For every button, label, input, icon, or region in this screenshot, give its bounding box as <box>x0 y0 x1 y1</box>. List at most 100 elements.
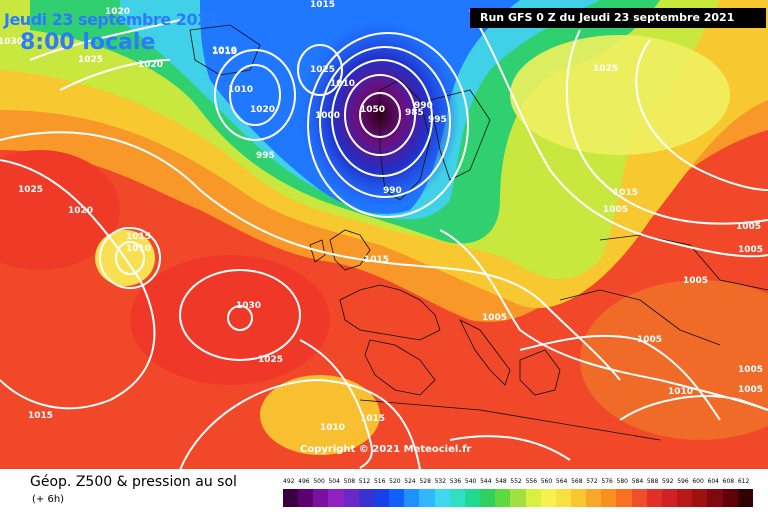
scale-tick: 540 <box>464 478 477 485</box>
scale-swatch <box>510 489 526 507</box>
scale-swatch <box>540 489 556 507</box>
scale-swatch <box>737 489 753 507</box>
scale-swatch <box>601 489 617 507</box>
scale-tick: 548 <box>495 478 507 485</box>
pressure-label: 1005 <box>738 365 763 375</box>
scale-swatch <box>328 489 344 507</box>
scale-tick: 520 <box>389 478 401 485</box>
scale-tick: 612 <box>737 478 750 485</box>
pressure-label: 990 <box>414 101 433 111</box>
scale-tick: 572 <box>586 478 598 485</box>
scale-swatch <box>389 489 405 507</box>
pressure-label: 1020 <box>68 206 93 216</box>
scale-tick: 556 <box>525 478 538 485</box>
pressure-label: 1005 <box>738 385 763 395</box>
pressure-label: 995 <box>256 151 275 161</box>
pressure-label: 1010 <box>126 244 151 254</box>
scale-swatch <box>616 489 632 507</box>
pressure-label: 1005 <box>603 205 628 215</box>
field-red-high <box>130 255 330 385</box>
pressure-label: 995 <box>428 115 447 125</box>
pressure-label: 985 <box>405 108 424 118</box>
pressure-label: 1015 <box>360 414 385 424</box>
scale-tick: 596 <box>677 478 689 485</box>
product-title: Géop. Z500 & pression au sol <box>30 474 237 490</box>
pressure-label: 1020 <box>105 7 130 17</box>
copyright: Copyright © 2021 Meteociel.fr <box>300 444 472 455</box>
scale-tick: 516 <box>373 478 386 485</box>
scale-tick: 528 <box>419 478 431 485</box>
pressure-label: 1010 <box>212 46 237 56</box>
pressure-label: 1050 <box>360 105 385 115</box>
pressure-label: 1010 <box>228 85 253 95</box>
pressure-label: 1015 <box>364 255 389 265</box>
pressure-label: 1010 <box>330 79 355 89</box>
scale-swatch <box>661 489 678 507</box>
scale-tick: 504 <box>328 478 340 485</box>
scale-swatch <box>343 489 359 507</box>
pressure-label: 1020 <box>250 105 275 115</box>
pressure-label: 1020 <box>138 60 163 70</box>
field-red-west <box>0 150 120 270</box>
scale-swatch <box>586 489 602 507</box>
scale-swatch <box>373 489 390 507</box>
scale-tick: 560 <box>540 478 553 485</box>
pressure-label: 990 <box>383 186 402 196</box>
scale-tick: 604 <box>707 478 719 485</box>
scale-swatch <box>298 489 314 507</box>
pressure-label: 1000 <box>315 111 340 121</box>
scale-swatch <box>495 489 511 507</box>
scale-swatch <box>722 489 738 507</box>
scale-tick: 492 <box>283 478 295 485</box>
scale-swatch <box>525 489 541 507</box>
pressure-label: 1005 <box>736 222 761 232</box>
isobars <box>0 9 768 469</box>
pressure-label: 1015 <box>212 47 237 57</box>
scale-tick: 512 <box>358 478 371 485</box>
scale-tick: 508 <box>343 478 356 485</box>
scale-tick: 524 <box>404 478 416 485</box>
scale-swatch <box>449 489 465 507</box>
pressure-labels: 1020 1015 1030 1025 1010 1010 1020 1000 … <box>0 0 763 433</box>
scale-swatch <box>464 489 481 507</box>
scale-tick: 588 <box>646 478 659 485</box>
scale-tick: 552 <box>510 478 522 485</box>
scale-swatch <box>555 489 571 507</box>
pressure-label: 1005 <box>482 313 507 323</box>
pressure-label: 1010 <box>320 423 345 433</box>
pressure-label: 1025 <box>18 185 43 195</box>
pressure-label: 1010 <box>668 387 693 397</box>
forecast-time: 8:00 locale <box>20 30 156 55</box>
scale-tick: 600 <box>692 478 704 485</box>
scale-swatch <box>692 489 708 507</box>
scale-swatch <box>313 489 329 507</box>
scale-tick: 592 <box>662 478 674 485</box>
pressure-label: 1005 <box>738 245 763 255</box>
scale-swatch <box>646 489 662 507</box>
scale-swatch <box>358 489 374 507</box>
scale-swatch <box>480 489 496 507</box>
coastlines <box>189 24 768 441</box>
pressure-label: 1015 <box>28 411 53 421</box>
geopotential-map: 1020 1015 1030 1025 1010 1010 1020 1000 … <box>0 0 768 469</box>
scale-tick: 500 <box>313 478 325 485</box>
scale-tick: 584 <box>631 478 644 485</box>
pressure-label: 1025 <box>310 65 335 75</box>
scale-swatch <box>570 489 587 507</box>
pressure-label: 1025 <box>593 64 618 74</box>
pressure-label: 1015 <box>310 0 335 10</box>
scale-tick: 536 <box>449 478 462 485</box>
scale-tick: 576 <box>601 478 613 485</box>
scale-tick: 564 <box>555 478 568 485</box>
run-info: Run GFS 0 Z du Jeudi 23 septembre 2021 <box>470 8 766 28</box>
scale-swatch <box>419 489 435 507</box>
scale-tick: 532 <box>434 478 447 485</box>
pressure-label: 1005 <box>637 335 662 345</box>
scale-tick: 496 <box>298 478 310 485</box>
scale-tick: 544 <box>480 478 492 485</box>
color-scale <box>283 489 753 507</box>
pressure-label: 1025 <box>258 355 283 365</box>
field-yellow-south <box>260 375 380 455</box>
scale-tick: 580 <box>616 478 628 485</box>
